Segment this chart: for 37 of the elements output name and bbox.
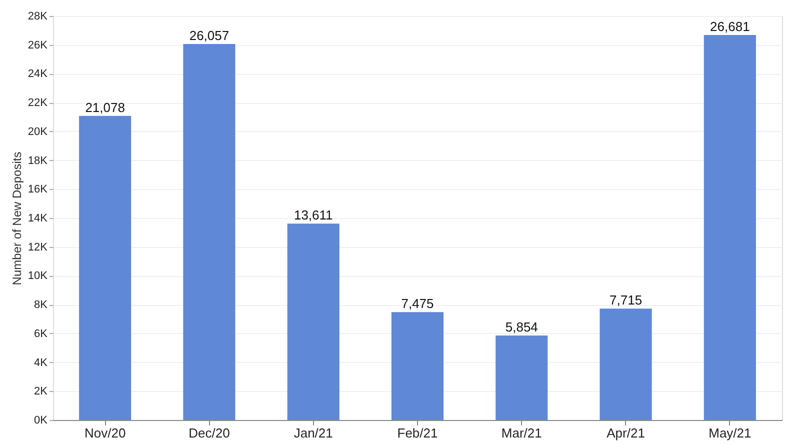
data-label: 7,475	[401, 296, 434, 312]
y-tick-label: 24K	[28, 68, 48, 80]
y-tick-label: 6K	[34, 328, 48, 340]
y-tick-label: 14K	[28, 212, 48, 224]
x-tick-label: May/21	[708, 426, 752, 440]
data-label: 26,057	[189, 28, 230, 44]
bar	[183, 44, 236, 420]
data-label: 5,854	[505, 320, 538, 335]
y-tick-label: 10K	[28, 270, 48, 282]
y-tick-label: 16K	[28, 184, 48, 196]
bar	[704, 35, 756, 420]
y-tick-label: 26K	[28, 39, 48, 52]
y-tick-label: 28K	[28, 10, 48, 22]
x-tick-label: Nov/20	[84, 426, 126, 440]
y-tick-label: 8K	[34, 299, 48, 312]
bar	[287, 224, 340, 420]
y-axis-title: Number of New Deposits	[10, 152, 24, 286]
bar	[496, 336, 548, 420]
y-tick-label: 0K	[34, 414, 48, 426]
y-tick-label: 12K	[28, 241, 48, 254]
bar	[391, 312, 444, 420]
x-tick-label: Mar/21	[501, 426, 542, 440]
x-tick-label: Apr/21	[606, 426, 645, 440]
bar	[79, 116, 132, 420]
x-tick-label: Dec/20	[188, 426, 230, 440]
x-tick-label: Jan/21	[294, 426, 333, 440]
data-label: 13,611	[294, 208, 333, 223]
y-tick-label: 20K	[28, 126, 48, 138]
y-tick-label: 22K	[28, 97, 48, 110]
x-tick-label: Feb/21	[397, 426, 438, 440]
bar	[600, 308, 652, 420]
y-tick-label: 18K	[28, 154, 48, 167]
data-label: 26,681	[710, 19, 750, 34]
y-tick-label: 2K	[34, 386, 48, 398]
data-label: 7,715	[610, 292, 642, 308]
data-label: 21,078	[85, 100, 125, 115]
y-tick-label: 4K	[34, 356, 48, 369]
